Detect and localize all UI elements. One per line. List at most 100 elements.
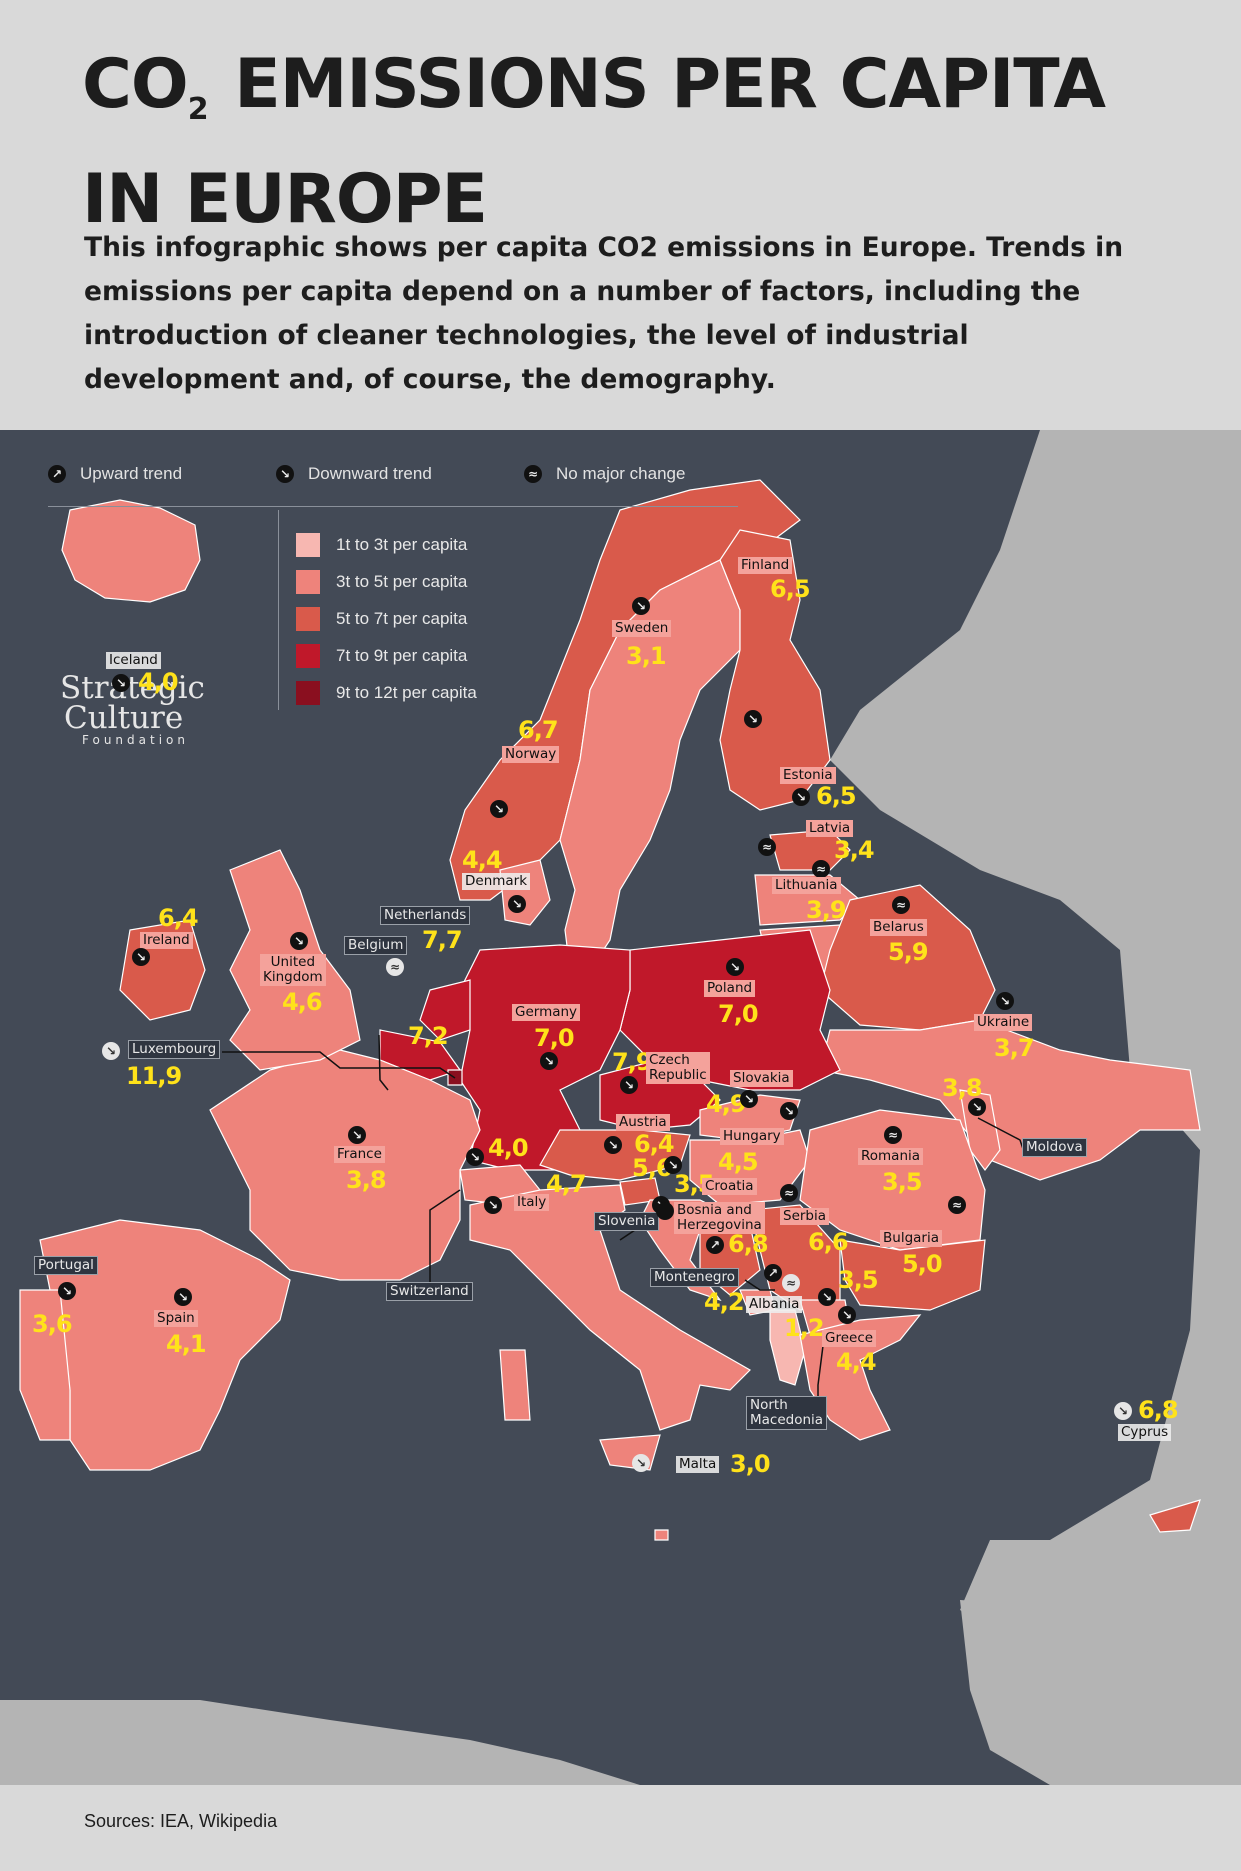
netherlands-shape: [419, 979, 471, 1041]
trend-legend: ↗ Upward trend ↘ Downward trend ≈ No major …: [48, 464, 748, 504]
spain-trend-icon: ↘: [174, 1288, 192, 1306]
romania-value: 3,5: [882, 1168, 923, 1196]
iceland-value: 4,0: [138, 668, 179, 696]
ireland-name: Ireland: [140, 932, 193, 949]
spain-value: 4,1: [166, 1330, 207, 1358]
luxembourg-name: Luxembourg: [128, 1040, 221, 1059]
switzerland-value: 4,0: [488, 1134, 529, 1162]
bosnia-name: Bosnia and Herzegovina: [674, 1202, 765, 1234]
bosnia-trend-icon: ↗: [706, 1236, 724, 1254]
switzerland-name: Switzerland: [386, 1282, 473, 1301]
map: ↗ Upward trend ↘ Downward trend ≈ No major …: [0, 430, 1241, 1785]
scale-label: 9t to 12t per capita: [336, 682, 477, 702]
norway-value: 6,7: [518, 716, 559, 744]
logo-line1: Strategic: [60, 670, 205, 706]
denmark-shape: [499, 859, 551, 926]
greece-name: Greece: [822, 1330, 877, 1347]
france-trend-icon: ↘: [348, 1126, 366, 1144]
moldova-trend-icon: ↘: [968, 1098, 986, 1116]
malta-trend-icon: ↘: [632, 1454, 650, 1472]
legend-vertical-divider: [278, 510, 279, 710]
norway-trend-icon: ↘: [490, 800, 508, 818]
norway-shape: [449, 479, 801, 901]
romania-trend-icon: ≈: [884, 1126, 902, 1144]
iceland-name: Iceland: [106, 652, 161, 669]
scale-row: 7t to 9t per capita: [296, 637, 596, 674]
downward-trend-icon: ↘: [276, 465, 294, 483]
netherlands-value: 7,7: [422, 926, 463, 954]
germany-trend-icon: ↘: [540, 1052, 558, 1070]
slovakia-name: Slovakia: [730, 1070, 793, 1087]
switzerland-leader: [429, 1189, 461, 1288]
scale-swatch: [296, 643, 320, 668]
hungary-name: Hungary: [720, 1128, 784, 1145]
estonia-value: 6,5: [816, 782, 857, 810]
montenegro-leader: [744, 1279, 775, 1291]
albania-name: Albania: [746, 1296, 803, 1313]
logo: Strategic Culture Foundation: [60, 670, 205, 748]
malta-shape: [654, 1529, 669, 1541]
sources: Sources: IEA, Wikipedia: [84, 1811, 278, 1831]
ukraine-trend-icon: ↘: [996, 992, 1014, 1010]
title-line2: IN EUROPE: [82, 160, 488, 239]
finland-name: Finland: [738, 557, 793, 574]
description: This infographic shows per capita CO2 em…: [84, 232, 1124, 395]
cyprus-name: Cyprus: [1118, 1424, 1172, 1441]
cyprus-shape: [1149, 1499, 1201, 1533]
albania-value: 1,2: [784, 1314, 825, 1342]
spain-name: Spain: [154, 1310, 198, 1327]
hungary-value: 4,5: [718, 1148, 759, 1176]
italy-value: 4,7: [546, 1170, 587, 1198]
france-name: France: [334, 1146, 385, 1163]
scale-swatch: [296, 532, 320, 557]
italy-shape: [469, 1184, 751, 1431]
scale-legend: 1t to 3t per capita 3t to 5t per capita …: [296, 526, 596, 711]
legend-downward-label: Downward trend: [308, 464, 432, 483]
poland-name: Poland: [704, 980, 756, 997]
montenegro-name: Montenegro: [650, 1268, 740, 1287]
africa-land: [0, 1700, 640, 1785]
slovakia-value: 4,9: [706, 1090, 747, 1118]
poland-trend-icon: ↘: [726, 958, 744, 976]
sweden-value: 3,1: [626, 642, 667, 670]
ireland-trend-icon: ↘: [132, 948, 150, 966]
czech-value: 7,9: [612, 1048, 653, 1076]
belarus-trend-icon: ≈: [892, 896, 910, 914]
scale-swatch: [296, 569, 320, 594]
legend-nochange-label: No major change: [556, 464, 686, 483]
netherlands-name: Netherlands: [380, 906, 471, 925]
title-co: CO: [82, 45, 189, 124]
portugal-trend-icon: ↘: [58, 1282, 76, 1300]
hungary-trend-icon: ↘: [780, 1102, 798, 1120]
belarus-value: 5,9: [888, 938, 929, 966]
estonia-trend-icon: ↘: [792, 788, 810, 806]
legend-upward-label: Upward trend: [80, 464, 183, 483]
iceland-shape: [61, 499, 201, 603]
czech-trend-icon: ↘: [620, 1076, 638, 1094]
north-macedonia-trend-icon: ↘: [818, 1288, 836, 1306]
luxembourg-trend-icon: ↘: [102, 1042, 120, 1060]
norway-name: Norway: [502, 746, 560, 763]
serbia-trend-icon: ≈: [780, 1184, 798, 1202]
finland-value: 6,5: [770, 575, 811, 603]
scale-row: 5t to 7t per capita: [296, 600, 596, 637]
header: CO2 EMISSIONS PER CAPITA IN EUROPE This i…: [0, 0, 1241, 430]
poland-value: 7,0: [718, 1000, 759, 1028]
belgium-leader: [378, 1034, 389, 1091]
portugal-value: 3,6: [32, 1310, 73, 1338]
bosnia-value: 6,8: [728, 1230, 769, 1258]
austria-trend-icon: ↘: [604, 1136, 622, 1154]
austria-name: Austria: [616, 1114, 670, 1131]
sardinia-shape: [499, 1349, 531, 1421]
croatia-name: Croatia: [702, 1178, 757, 1195]
belgium-value: 7,2: [408, 1022, 449, 1050]
ireland-value: 6,4: [158, 904, 199, 932]
france-value: 3,8: [346, 1166, 387, 1194]
sweden-name: Sweden: [612, 620, 672, 637]
bulgaria-trend-icon: ≈: [948, 1196, 966, 1214]
no-change-icon: ≈: [524, 465, 542, 483]
denmark-trend-icon: ↘: [508, 895, 526, 913]
germany-value: 7,0: [534, 1024, 575, 1052]
finland-shape: [719, 529, 831, 811]
uk-trend-icon: ↘: [290, 932, 308, 950]
